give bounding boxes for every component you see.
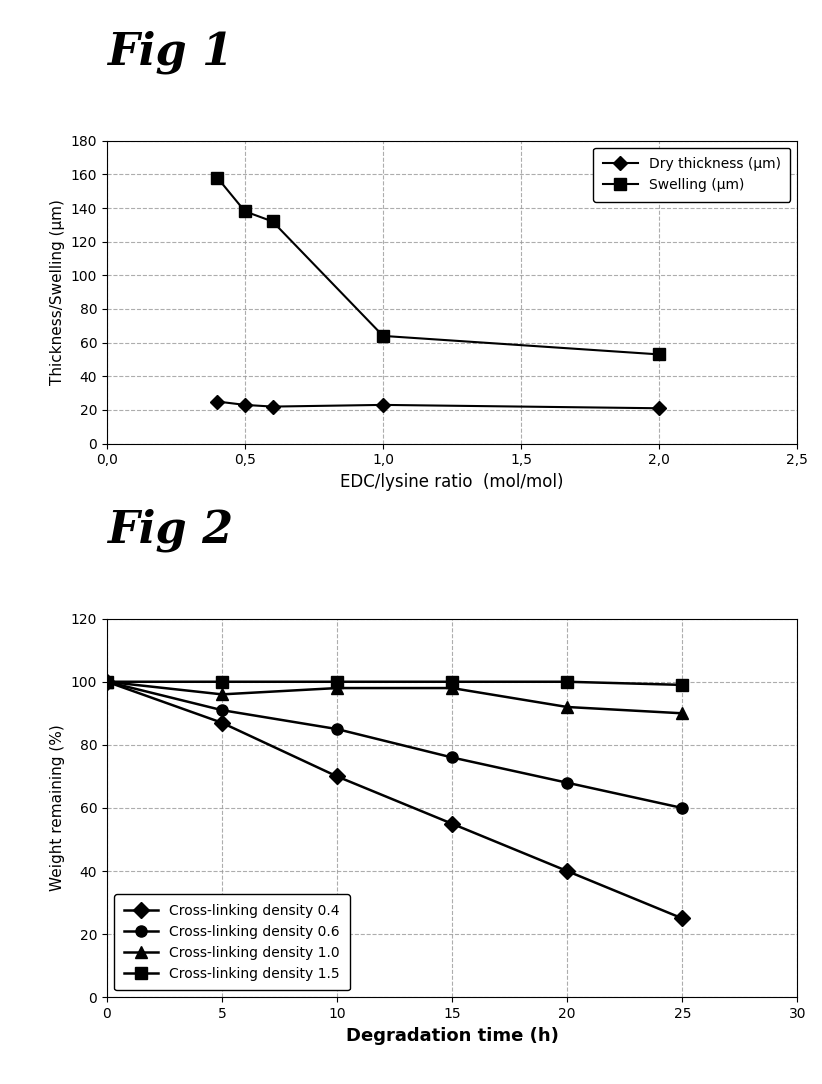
Swelling (μm) (378, 330, 388, 343)
Cross-linking density 0.6 (217, 704, 227, 717)
X-axis label: Degradation time (h): Degradation time (h) (346, 1027, 558, 1045)
Swelling (μm) (268, 215, 278, 228)
Swelling (μm) (240, 205, 250, 218)
Cross-linking density 1.0 (217, 688, 227, 701)
Cross-linking density 1.0 (332, 682, 342, 695)
Line: Cross-linking density 1.5: Cross-linking density 1.5 (101, 676, 688, 691)
Line: Cross-linking density 1.0: Cross-linking density 1.0 (101, 676, 688, 719)
Line: Swelling (μm): Swelling (μm) (212, 172, 665, 360)
Cross-linking density 1.5 (332, 675, 342, 688)
Y-axis label: Thickness/Swelling (μm): Thickness/Swelling (μm) (50, 199, 65, 385)
Swelling (μm) (212, 171, 222, 184)
Cross-linking density 0.4 (102, 675, 112, 688)
Cross-linking density 0.4 (447, 817, 457, 830)
Cross-linking density 1.0 (677, 707, 687, 720)
Y-axis label: Weight remaining (%): Weight remaining (%) (50, 724, 65, 891)
Cross-linking density 1.5 (217, 675, 227, 688)
Cross-linking density 1.5 (562, 675, 572, 688)
Cross-linking density 0.4 (562, 865, 572, 878)
Cross-linking density 1.5 (677, 679, 687, 692)
Cross-linking density 0.4 (332, 770, 342, 783)
Cross-linking density 1.0 (562, 700, 572, 713)
Cross-linking density 1.0 (102, 675, 112, 688)
Cross-linking density 0.6 (447, 751, 457, 764)
Text: Fig 2: Fig 2 (107, 508, 233, 552)
Dry thickness (μm) (268, 400, 278, 413)
Cross-linking density 0.6 (102, 675, 112, 688)
X-axis label: EDC/lysine ratio  (mol/mol): EDC/lysine ratio (mol/mol) (340, 473, 564, 491)
Dry thickness (μm) (212, 395, 222, 408)
Dry thickness (μm) (654, 402, 664, 415)
Swelling (μm) (654, 348, 664, 361)
Line: Cross-linking density 0.4: Cross-linking density 0.4 (101, 676, 688, 924)
Legend: Cross-linking density 0.4, Cross-linking density 0.6, Cross-linking density 1.0,: Cross-linking density 0.4, Cross-linking… (113, 894, 349, 991)
Cross-linking density 1.5 (102, 675, 112, 688)
Cross-linking density 1.0 (447, 682, 457, 695)
Legend: Dry thickness (μm), Swelling (μm): Dry thickness (μm), Swelling (μm) (593, 147, 791, 202)
Dry thickness (μm) (378, 399, 388, 412)
Dry thickness (μm) (240, 399, 250, 412)
Cross-linking density 0.6 (677, 801, 687, 814)
Cross-linking density 0.6 (332, 723, 342, 736)
Line: Dry thickness (μm): Dry thickness (μm) (212, 397, 664, 413)
Cross-linking density 1.5 (447, 675, 457, 688)
Cross-linking density 0.4 (677, 912, 687, 925)
Cross-linking density 0.6 (562, 776, 572, 789)
Cross-linking density 0.4 (217, 717, 227, 730)
Text: Fig 1: Fig 1 (107, 30, 233, 74)
Line: Cross-linking density 0.6: Cross-linking density 0.6 (101, 676, 688, 813)
